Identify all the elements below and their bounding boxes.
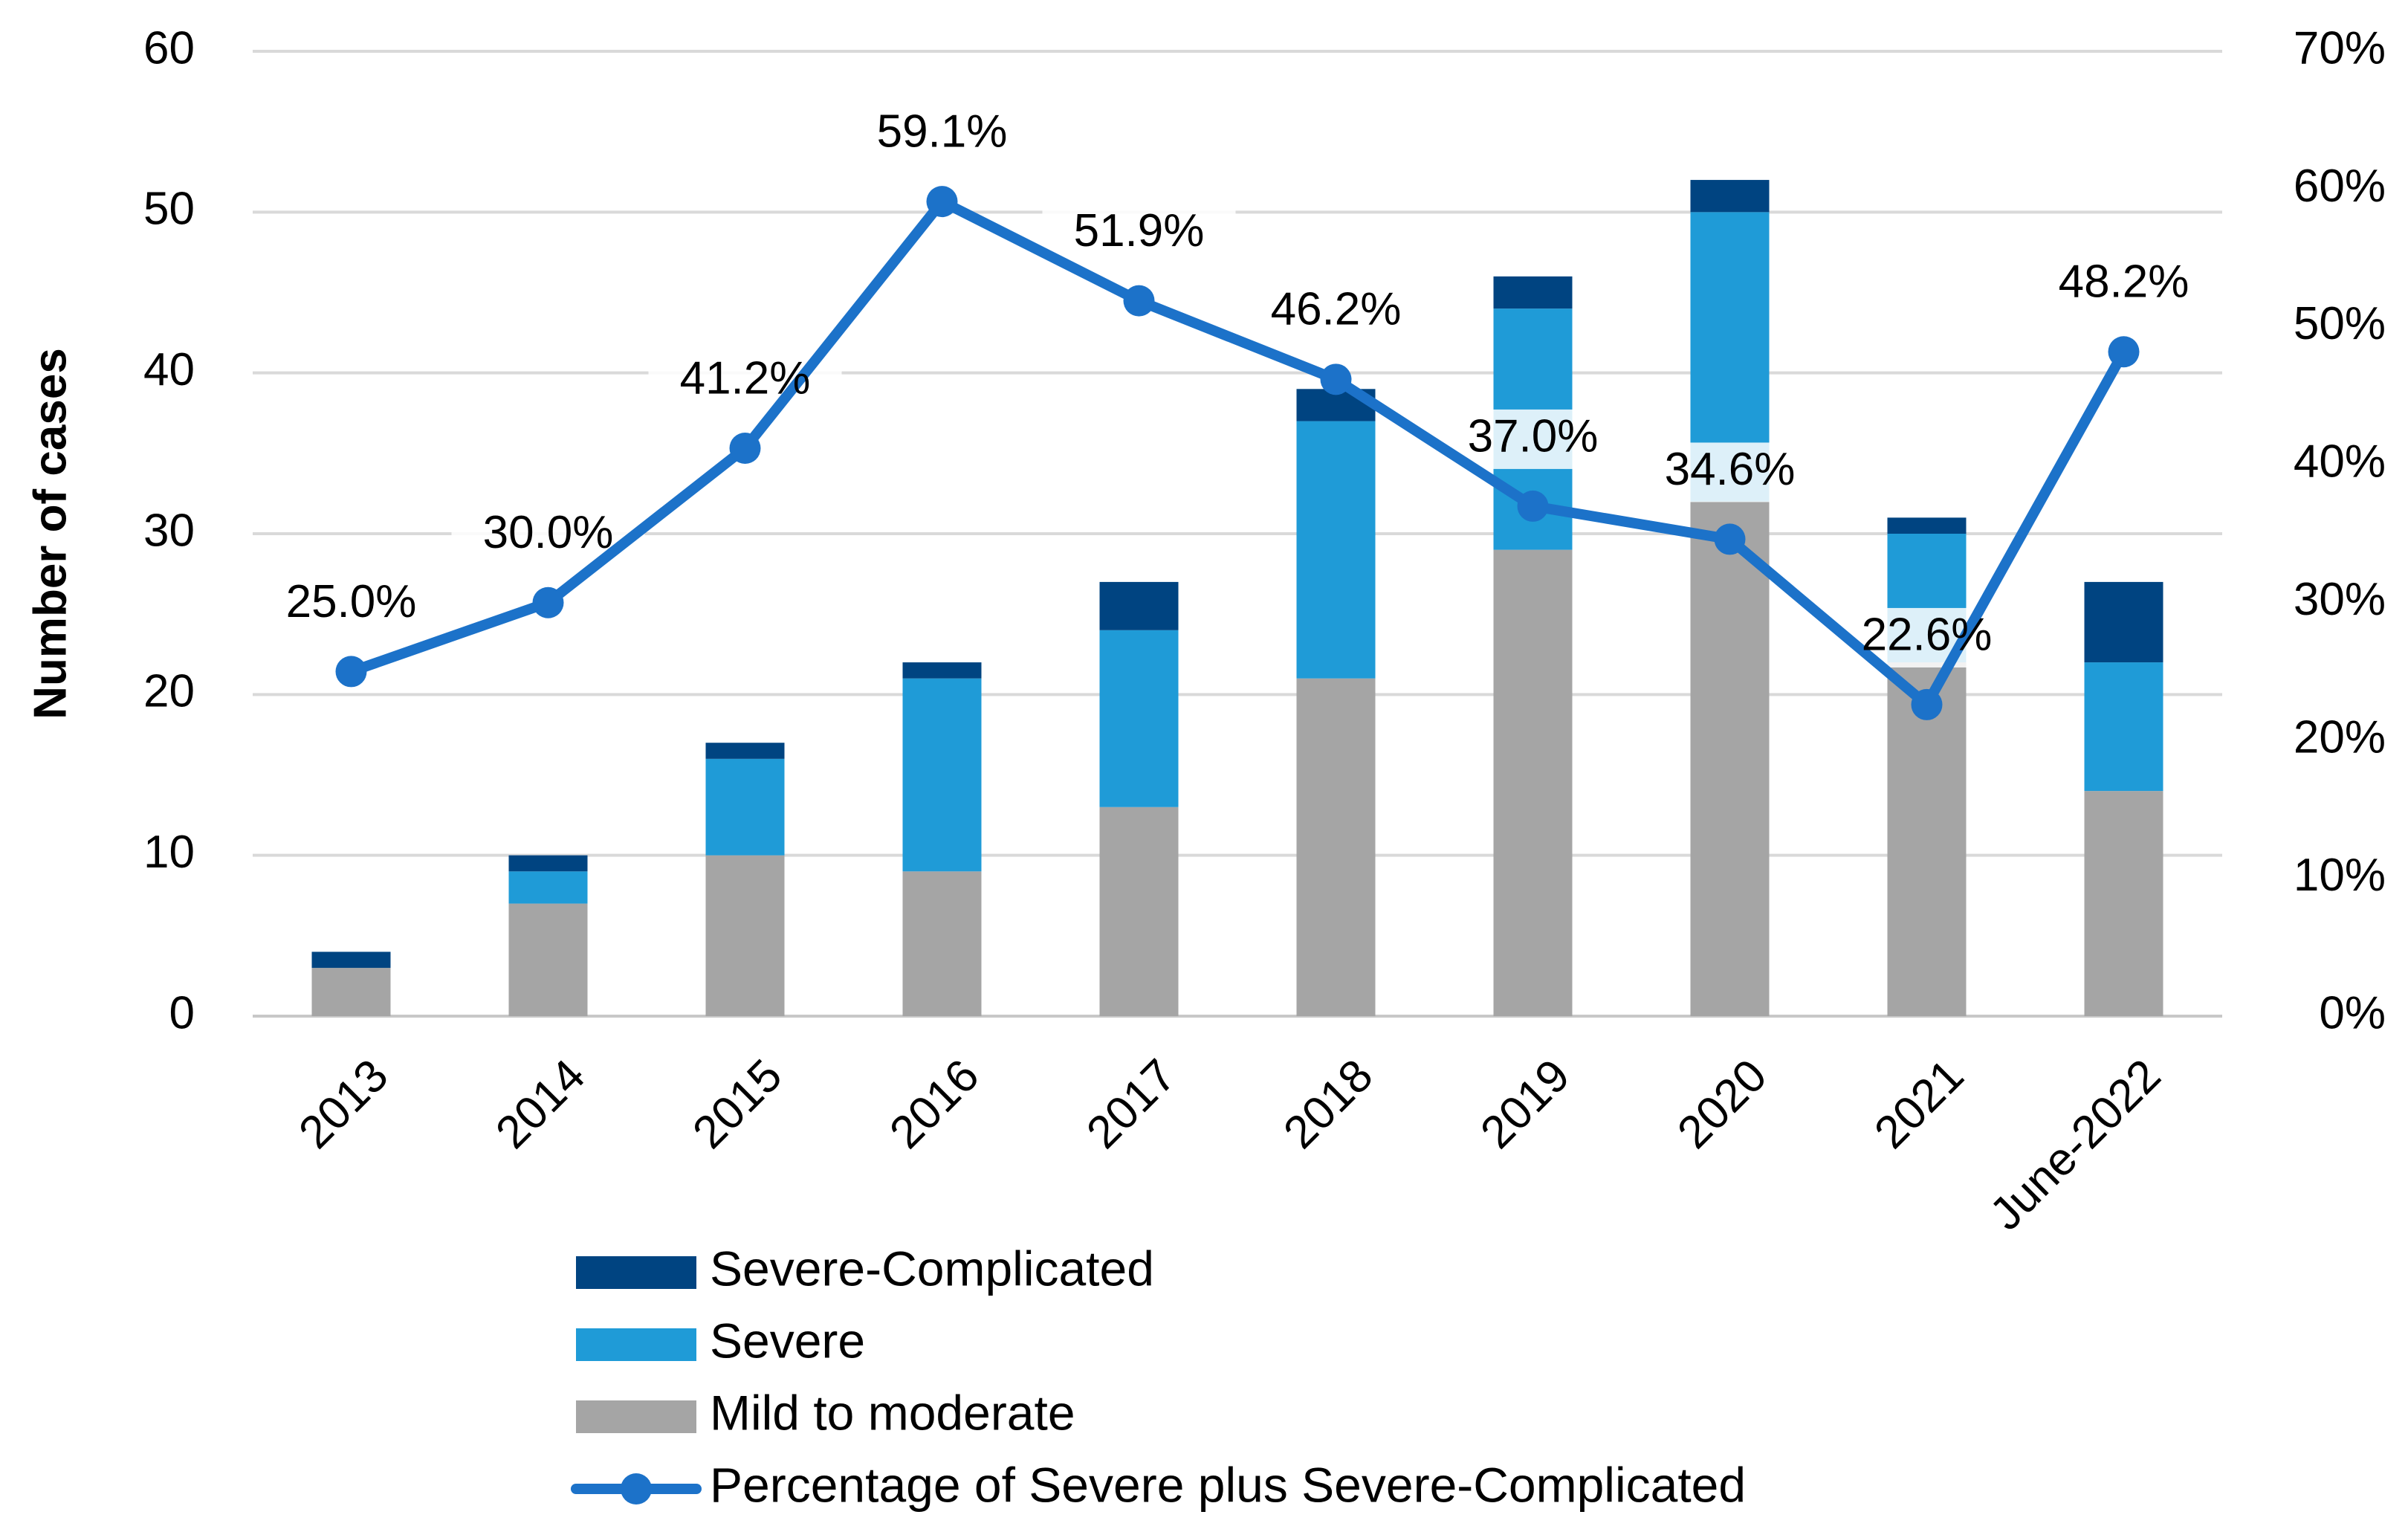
data-label: 51.9% [1074,205,1205,256]
line-series [335,186,2140,720]
y-tick-label: 20 [143,666,195,717]
line-point [532,586,564,618]
bar-segment-severe-complicated [1099,581,1179,630]
data-label: 41.2% [680,352,811,404]
y2-tick-label: 60% [2294,161,2386,212]
y2-tick-label: 70% [2294,22,2386,74]
bar-segment-severe [2084,662,2163,792]
data-label: 37.0% [1468,410,1599,462]
bar-segment-mild-to-moderate [311,968,391,1016]
legend: Severe-Complicated Severe Mild to moderate… [571,1241,1746,1512]
legend-label: Mild to moderate [710,1385,1075,1440]
legend-swatch [576,1328,696,1361]
data-label: 46.2% [1271,284,1402,335]
line-point [1123,285,1155,317]
bar-segment-mild-to-moderate [508,903,588,1016]
data-label: 22.6% [1862,609,1993,660]
bar-segment-severe-complicated [1690,180,1770,213]
data-labels: 25.0% 30.0% 41.2% 59.1% 51.9% 46.2% 37.0% 34.6%… [286,106,2189,660]
y2-tick-label: 20% [2294,712,2386,763]
data-label-background [1042,204,1236,264]
data-label-background [1239,282,1433,343]
bar-segment-mild-to-moderate [1493,549,1573,1016]
data-label: 25.0% [286,576,417,627]
percentage-line [346,196,2129,710]
bar-segment-severe-complicated [705,743,785,759]
bar-segment-severe [1296,421,1376,679]
line-point [926,186,958,218]
data-label-background [1633,442,1827,502]
bar-segment-mild-to-moderate [902,871,982,1016]
data-label-backgrounds [254,105,2221,668]
y-tick-label: 0 [169,987,195,1038]
bar-segment-mild-to-moderate [1296,678,1376,1016]
data-label: 59.1% [877,106,1008,157]
data-label-background [2027,255,2221,315]
y2-tick-label: 0% [2319,987,2386,1038]
bar-segment-severe [902,678,982,872]
data-label: 48.2% [2059,256,2189,308]
bar-segment-mild-to-moderate [1887,662,1967,1016]
line-point [729,433,761,465]
bar-segment-severe-complicated [902,662,982,679]
legend-swatch [576,1256,696,1289]
line-point [1714,523,1746,555]
legend-label: Severe-Complicated [710,1241,1154,1296]
y2-tick-label: 30% [2294,574,2386,625]
bar-segment-mild-to-moderate [1690,501,1770,1016]
bar-segment-mild-to-moderate [705,855,785,1016]
bar-segment-mild-to-moderate [2084,791,2163,1016]
data-label-background [254,575,448,635]
bar-segment-severe-complicated [311,951,391,969]
y-tick-label: 60 [143,22,195,74]
line-point [335,656,367,688]
bar-segment-severe [705,758,785,856]
y2-tick-label: 50% [2294,298,2386,349]
y-axis-title: Number of cases [25,348,76,720]
y-tick-label: 40 [143,344,195,395]
bar-segment-severe-complicated [1887,517,1967,534]
y2-tick-label: 10% [2294,850,2386,901]
bar-segment-severe [1099,630,1179,807]
line-point [1517,490,1549,522]
line-point [1320,363,1352,395]
y2-tick-label: 40% [2294,436,2386,488]
data-label-background [1830,607,2024,668]
bar-segment-mild-to-moderate [1099,807,1179,1016]
bar-segment-severe [508,871,588,904]
y-tick-label: 30 [143,505,195,556]
legend-marker [621,1473,652,1504]
bar-segment-severe-complicated [1493,276,1573,309]
data-label-background [845,105,1039,165]
bar-segment-severe-complicated [2084,581,2163,663]
data-label: 30.0% [483,507,614,558]
y-tick-label: 10 [143,827,195,878]
line-point [2108,336,2140,368]
line-point [1911,688,1943,720]
data-label: 34.6% [1665,444,1796,495]
y-tick-label: 50 [143,184,195,235]
bar-segment-severe-complicated [508,855,588,872]
legend-label: Percentage of Severe plus Severe-Complic… [710,1457,1746,1512]
legend-label: Severe [710,1313,865,1368]
legend-swatch [576,1400,696,1433]
